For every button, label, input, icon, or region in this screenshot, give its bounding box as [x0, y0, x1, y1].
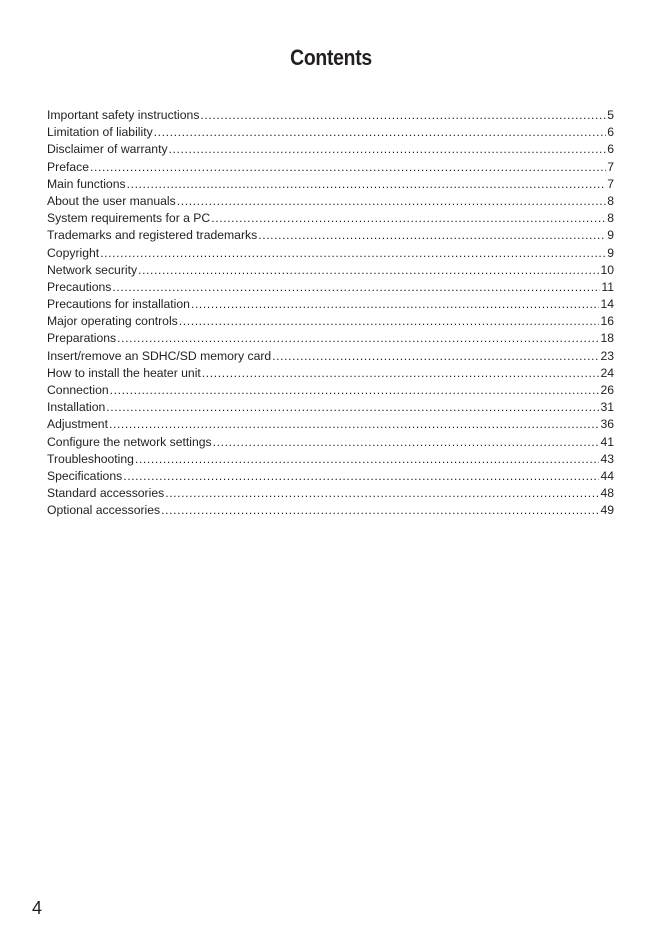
toc-entry-page: 31 [600, 400, 614, 415]
toc-entry-label: Troubleshooting [47, 451, 134, 466]
leader-dots [213, 434, 600, 451]
toc-entry[interactable]: Network security 10 [47, 262, 614, 279]
toc-entry-label: Important safety instructions [47, 108, 200, 122]
leader-dots [109, 416, 599, 433]
toc-entry-label: How to install the heater unit [47, 365, 201, 380]
toc-entry-page: 14 [600, 297, 614, 312]
toc-entry-label: Connection [47, 383, 109, 397]
toc-entry-page: 18 [600, 331, 614, 346]
toc-entry[interactable]: Preparations 18 [47, 330, 614, 347]
toc-entry[interactable]: Main functions 7 [47, 176, 614, 193]
toc-entry[interactable]: Standard accessories 48 [47, 485, 614, 502]
toc-entry-page: 48 [600, 486, 614, 501]
leader-dots [154, 124, 607, 141]
table-of-contents: Important safety instructions 5 Limitation… [47, 107, 614, 520]
toc-entry-page: 11 [601, 279, 614, 294]
toc-entry[interactable]: About the user manuals 8 [47, 193, 614, 210]
leader-dots [135, 451, 599, 468]
toc-entry-page: 7 [607, 176, 614, 191]
toc-entry[interactable]: How to install the heater unit 24 [47, 365, 614, 382]
toc-entry-page: 6 [607, 125, 614, 140]
toc-entry[interactable]: Connection 26 [47, 382, 614, 399]
leader-dots [90, 159, 606, 176]
toc-entry-page: 6 [607, 142, 614, 157]
toc-entry[interactable]: Important safety instructions 5 [47, 107, 614, 124]
toc-entry-page: 44 [600, 468, 614, 483]
toc-entry[interactable]: Limitation of liability 6 [47, 124, 614, 141]
page-number: 4 [32, 898, 43, 918]
toc-entry-page: 9 [607, 228, 614, 243]
toc-entry[interactable]: Configure the network settings 41 [47, 434, 614, 451]
toc-entry-label: Network security [47, 262, 138, 277]
toc-entry-label: Standard accessories [47, 486, 165, 501]
toc-entry-label: Insert/remove an SDHC/SD memory card [47, 348, 272, 363]
toc-entry[interactable]: Troubleshooting 43 [47, 451, 614, 468]
toc-entry-page: 43 [600, 451, 614, 466]
leader-dots [202, 365, 600, 382]
toc-entry-page: 23 [600, 348, 614, 363]
leader-dots [272, 348, 599, 365]
toc-entry-page: 9 [607, 245, 614, 260]
toc-entry[interactable]: Specifications 44 [47, 468, 614, 485]
leader-dots [106, 399, 599, 416]
toc-entry-page: 26 [600, 383, 614, 397]
toc-entry-page: 8 [607, 211, 614, 226]
toc-entry-label: Specifications [47, 468, 123, 483]
toc-entry-label: Limitation of liability [47, 125, 153, 140]
leader-dots [165, 485, 599, 502]
toc-entry[interactable]: Copyright 9 [47, 245, 614, 262]
toc-entry-label: Trademarks and registered trademarks [47, 228, 258, 243]
toc-entry-label: Preparations [47, 331, 117, 346]
toc-entry-page: 36 [600, 417, 614, 432]
page-title: Contents [290, 45, 372, 70]
toc-entry[interactable]: Preface 7 [47, 159, 614, 176]
toc-entry[interactable]: Optional accessories 49 [47, 502, 614, 519]
toc-entry-label: System requirements for a PC [47, 211, 211, 226]
leader-dots [161, 502, 599, 519]
leader-dots [179, 313, 600, 330]
leader-dots [127, 176, 607, 193]
leader-dots [110, 382, 600, 399]
toc-entry-label: About the user manuals [47, 193, 176, 208]
toc-entry[interactable]: Precautions 11 [47, 279, 614, 296]
toc-entry-label: Disclaimer of warranty [47, 142, 168, 157]
toc-entry[interactable]: Adjustment 36 [47, 416, 614, 433]
leader-dots [117, 330, 599, 347]
toc-entry-page: 41 [600, 434, 614, 449]
toc-entry[interactable]: Installation 31 [47, 399, 614, 416]
toc-entry-label: Precautions [47, 279, 112, 294]
leader-dots [258, 227, 606, 244]
toc-entry-label: Main functions [47, 176, 126, 191]
toc-entry[interactable]: Major operating controls 16 [47, 313, 614, 330]
leader-dots [211, 210, 606, 227]
toc-entry-page: 7 [607, 159, 614, 174]
toc-entry-label: Adjustment [47, 417, 108, 432]
toc-entry-page: 10 [600, 262, 614, 277]
toc-entry-label: Major operating controls [47, 314, 178, 329]
toc-entry[interactable]: Precautions for installation 14 [47, 296, 614, 313]
leader-dots [177, 193, 606, 210]
toc-entry[interactable]: Insert/remove an SDHC/SD memory card 23 [47, 348, 614, 365]
leader-dots [112, 279, 600, 296]
toc-entry-page: 5 [607, 108, 614, 122]
toc-entry-label: Precautions for installation [47, 297, 190, 312]
leader-dots [100, 245, 606, 262]
toc-entry-label: Preface [47, 159, 90, 174]
toc-entry-page: 24 [600, 365, 614, 380]
toc-entry-page: 16 [600, 314, 614, 329]
toc-entry-label: Copyright [47, 245, 100, 260]
leader-dots [191, 296, 599, 313]
toc-entry-page: 49 [600, 503, 614, 518]
toc-entry-label: Optional accessories [47, 503, 161, 518]
toc-entry-label: Installation [47, 400, 106, 415]
leader-dots [169, 141, 607, 158]
toc-entry-page: 8 [607, 193, 614, 208]
leader-dots [200, 107, 606, 124]
toc-entry[interactable]: Disclaimer of warranty 6 [47, 141, 614, 158]
leader-dots [138, 262, 599, 279]
toc-entry[interactable]: System requirements for a PC 8 [47, 210, 614, 227]
toc-entry-label: Configure the network settings [47, 434, 212, 449]
leader-dots [123, 468, 599, 485]
toc-entry[interactable]: Trademarks and registered trademarks 9 [47, 227, 614, 244]
